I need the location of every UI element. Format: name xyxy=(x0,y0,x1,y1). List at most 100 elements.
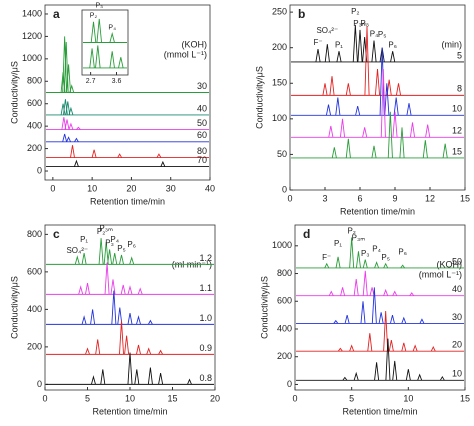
peak xyxy=(324,44,330,62)
peak xyxy=(136,344,141,355)
x-tick-label: 10 xyxy=(87,183,97,193)
legend-title: (KOH) xyxy=(182,39,208,49)
peak xyxy=(96,18,102,43)
peak xyxy=(362,259,368,269)
x-tick-label: 3 xyxy=(322,193,327,203)
peak xyxy=(400,264,406,269)
peak xyxy=(364,26,370,96)
peak-label: P₆ xyxy=(398,247,407,256)
peak xyxy=(399,127,405,159)
panel-label: c xyxy=(53,227,60,241)
series-label: 30 xyxy=(452,312,462,322)
y-tick-label: 600 xyxy=(27,98,42,108)
panel-label: a xyxy=(53,7,60,21)
x-tick-label: 2.7 xyxy=(86,78,96,85)
peak xyxy=(95,45,101,68)
y-tick-label: 0 xyxy=(37,379,42,389)
peak xyxy=(340,287,346,296)
peak xyxy=(379,47,385,116)
peak xyxy=(85,283,90,295)
peak xyxy=(137,287,143,295)
peak-label: F⁻ xyxy=(322,253,331,262)
peak xyxy=(78,285,84,295)
peak xyxy=(383,288,389,296)
peak xyxy=(374,362,380,381)
peak xyxy=(336,51,342,63)
peak xyxy=(371,287,377,324)
peak-label: P₅ xyxy=(378,30,387,39)
peak xyxy=(107,249,113,265)
peak xyxy=(127,285,133,295)
y-tick-label: 0 xyxy=(282,184,287,194)
x-tick-label: 40 xyxy=(205,183,215,193)
peak xyxy=(380,69,386,138)
x-tick-label: 0 xyxy=(292,393,297,403)
peak-label: P₅ xyxy=(381,253,390,262)
y-tick-label: 150 xyxy=(272,78,287,88)
y-tick-label: 400 xyxy=(27,304,42,314)
panel-label: b xyxy=(298,7,305,21)
peak xyxy=(369,287,375,296)
peak xyxy=(129,256,135,265)
peak xyxy=(430,345,436,352)
peak xyxy=(69,84,75,93)
peak-label: P₂ xyxy=(97,227,105,236)
peak xyxy=(90,309,96,325)
peak xyxy=(405,369,411,381)
peak xyxy=(344,315,350,324)
series-label: 20 xyxy=(452,340,462,350)
peak xyxy=(158,349,164,355)
peak xyxy=(68,106,74,116)
series-label: 40 xyxy=(452,284,462,294)
peak xyxy=(345,83,351,96)
peak xyxy=(374,261,380,269)
peak-label: P₆ xyxy=(388,40,397,49)
peak-label: P₂ xyxy=(347,227,355,236)
x-axis-label: Retention time/min xyxy=(92,406,167,416)
x-tick-label: 12 xyxy=(425,193,435,203)
peak xyxy=(90,21,97,43)
peak xyxy=(104,262,110,295)
peak xyxy=(68,122,74,130)
peak xyxy=(385,338,391,381)
peak xyxy=(325,104,332,116)
legend-title: (mmol L⁻¹) xyxy=(164,49,207,59)
peak xyxy=(74,159,79,167)
y-tick-label: 100 xyxy=(272,113,287,123)
series-label: 5 xyxy=(457,50,462,60)
peak-label: P₄ xyxy=(110,235,119,244)
peak xyxy=(409,122,416,138)
x-tick-label: 20 xyxy=(210,393,220,403)
peak xyxy=(76,126,81,130)
y-tick-label: 0 xyxy=(37,165,42,175)
peak xyxy=(335,256,341,269)
x-tick-label: 5 xyxy=(85,393,90,403)
y-tick-label: 800 xyxy=(27,229,42,239)
peak xyxy=(388,340,394,352)
peak xyxy=(345,138,351,159)
series-label: 1.2 xyxy=(199,253,212,263)
peak xyxy=(383,262,389,269)
peak xyxy=(103,241,109,265)
peak-label: P₃ xyxy=(95,3,103,10)
peak xyxy=(110,279,116,295)
y-axis-label: Conductivity/μS xyxy=(9,276,19,339)
series-label: 50 xyxy=(197,118,207,128)
peak xyxy=(371,40,377,62)
peak xyxy=(70,145,75,158)
peak xyxy=(393,97,399,116)
peak xyxy=(412,344,418,352)
series-label: 10 xyxy=(452,104,462,114)
peak-label: P₅ xyxy=(117,244,126,253)
series-label: 1.1 xyxy=(199,283,212,293)
peak-label: P₄ xyxy=(108,24,116,31)
series-label: 15 xyxy=(452,146,462,156)
peak xyxy=(439,375,445,381)
x-tick-label: 10 xyxy=(403,393,413,403)
peak xyxy=(335,97,341,116)
peak xyxy=(74,255,80,265)
y-tick-label: 0 xyxy=(287,379,292,389)
peak xyxy=(392,290,398,296)
peak xyxy=(65,101,71,116)
peak xyxy=(322,83,328,96)
